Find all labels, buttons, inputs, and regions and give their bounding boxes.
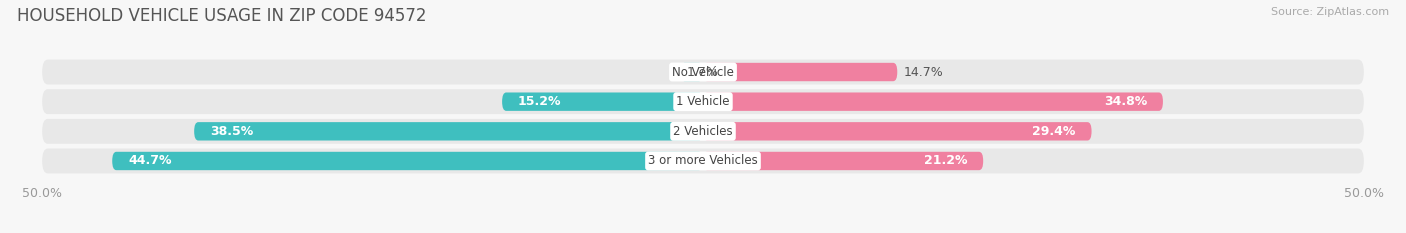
Text: Source: ZipAtlas.com: Source: ZipAtlas.com	[1271, 7, 1389, 17]
FancyBboxPatch shape	[42, 148, 1364, 173]
Text: 15.2%: 15.2%	[517, 95, 561, 108]
Text: 1 Vehicle: 1 Vehicle	[676, 95, 730, 108]
Text: 34.8%: 34.8%	[1104, 95, 1147, 108]
FancyBboxPatch shape	[112, 152, 703, 170]
FancyBboxPatch shape	[703, 93, 1163, 111]
Text: 38.5%: 38.5%	[209, 125, 253, 138]
FancyBboxPatch shape	[703, 152, 983, 170]
FancyBboxPatch shape	[703, 63, 897, 81]
Text: No Vehicle: No Vehicle	[672, 65, 734, 79]
FancyBboxPatch shape	[502, 93, 703, 111]
FancyBboxPatch shape	[42, 119, 1364, 144]
Text: 2 Vehicles: 2 Vehicles	[673, 125, 733, 138]
FancyBboxPatch shape	[42, 60, 1364, 85]
Text: 1.7%: 1.7%	[688, 65, 718, 79]
FancyBboxPatch shape	[42, 89, 1364, 114]
FancyBboxPatch shape	[703, 122, 1091, 140]
Text: 3 or more Vehicles: 3 or more Vehicles	[648, 154, 758, 168]
Text: 14.7%: 14.7%	[904, 65, 943, 79]
Text: HOUSEHOLD VEHICLE USAGE IN ZIP CODE 94572: HOUSEHOLD VEHICLE USAGE IN ZIP CODE 9457…	[17, 7, 426, 25]
Text: 21.2%: 21.2%	[924, 154, 967, 168]
FancyBboxPatch shape	[681, 63, 703, 81]
FancyBboxPatch shape	[194, 122, 703, 140]
Text: 29.4%: 29.4%	[1032, 125, 1076, 138]
Text: 44.7%: 44.7%	[128, 154, 172, 168]
